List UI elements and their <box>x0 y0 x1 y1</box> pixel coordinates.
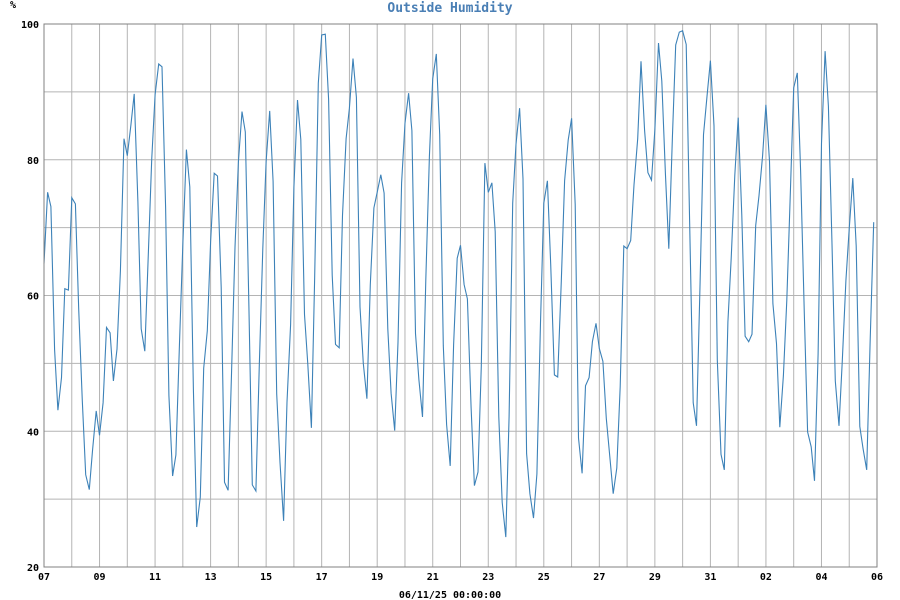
x-tick-label: 25 <box>538 572 550 583</box>
y-tick-label: 80 <box>27 156 39 167</box>
x-tick-label: 19 <box>371 572 383 583</box>
y-tick-label: 60 <box>27 292 39 303</box>
x-tick-label: 27 <box>593 572 605 583</box>
grid-lines <box>44 24 877 567</box>
x-tick-label: 17 <box>316 572 328 583</box>
y-tick-label: 100 <box>21 20 39 31</box>
x-tick-label: 13 <box>205 572 217 583</box>
x-tick-label: 21 <box>427 572 439 583</box>
x-tick-label: 31 <box>704 572 716 583</box>
x-tick-label: 02 <box>760 572 772 583</box>
x-tick-label: 06 <box>871 572 883 583</box>
y-axis-tick-labels: 20 40 60 80 100 <box>21 20 39 574</box>
x-tick-label: 29 <box>649 572 661 583</box>
x-tick-label: 15 <box>260 572 272 583</box>
x-tick-label: 11 <box>149 572 161 583</box>
y-axis-unit-label: % <box>10 0 16 11</box>
y-tick-label: 40 <box>27 427 39 438</box>
x-tick-label: 07 <box>38 572 50 583</box>
x-axis-tick-labels: 07 09 11 13 15 17 19 21 23 25 27 29 31 02 04 06 <box>38 572 883 583</box>
series-layer <box>43 30 875 538</box>
x-tick-label: 23 <box>482 572 494 583</box>
chart-title: Outside Humidity <box>387 1 512 16</box>
plot-frame <box>43 23 878 568</box>
y-tick-label: 20 <box>27 563 39 574</box>
x-tick-label: 04 <box>815 572 827 583</box>
timestamp-label: 06/11/25 00:00:00 <box>399 590 501 600</box>
x-tick-label: 09 <box>94 572 106 583</box>
humidity-series-line <box>43 30 875 538</box>
